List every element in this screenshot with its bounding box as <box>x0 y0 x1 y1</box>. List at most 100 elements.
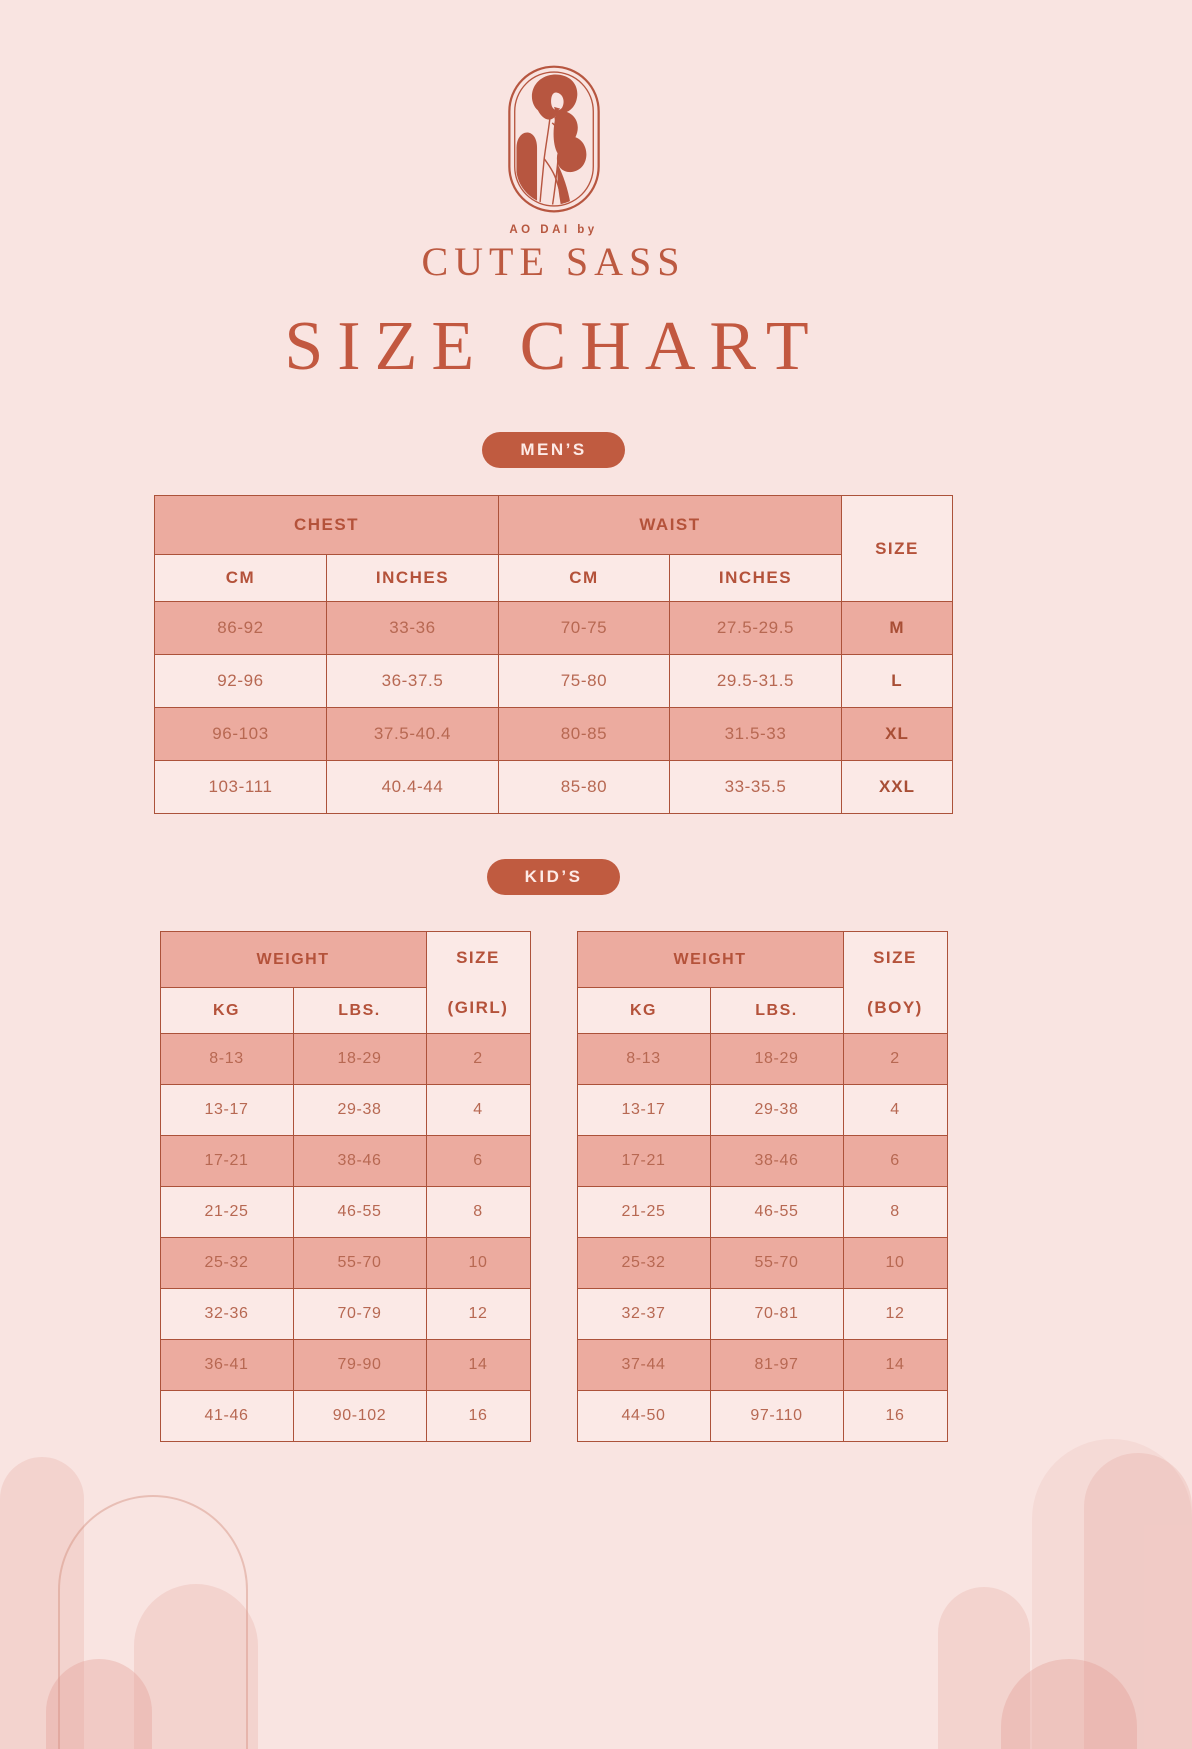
table-cell: 33-35.5 <box>669 760 842 814</box>
table-cell: 38-46 <box>292 1135 427 1187</box>
table-cell: 97-110 <box>709 1390 844 1442</box>
table-cell: 21-25 <box>159 1186 294 1238</box>
boys-lbs-header: LBS. <box>709 987 844 1034</box>
table-row: 36-41 79-90 14 <box>159 1339 531 1391</box>
table-cell: 13-17 <box>159 1084 294 1136</box>
boys-size-table: WEIGHT SIZE (BOY) KG LBS. 8-13 18-29 2 13-1… <box>576 931 948 1442</box>
table-row: 32-36 70-79 12 <box>159 1288 531 1340</box>
table-cell: 44-50 <box>576 1390 711 1442</box>
mens-badge: MEN’S <box>482 432 625 468</box>
table-cell: 40.4-44 <box>326 760 499 814</box>
girls-kg-header: KG <box>159 987 294 1034</box>
boys-weight-header: WEIGHT <box>576 931 844 988</box>
table-cell: 38-46 <box>709 1135 844 1187</box>
table-cell: 29.5-31.5 <box>669 654 842 708</box>
table-cell: 46-55 <box>709 1186 844 1238</box>
boys-kg-header: KG <box>576 987 711 1034</box>
table-row: 103-111 40.4-44 85-80 33-35.5 XXL <box>154 760 953 814</box>
table-cell: 96-103 <box>154 707 327 761</box>
table-cell: 32-37 <box>576 1288 711 1340</box>
boys-size-header: SIZE (BOY) <box>842 931 948 1034</box>
table-cell: 17-21 <box>159 1135 294 1187</box>
chest-inches-header: INCHES <box>326 554 499 602</box>
table-row: 8-13 18-29 2 <box>159 1033 531 1085</box>
table-cell: 8-13 <box>159 1033 294 1085</box>
table-row: 86-92 33-36 70-75 27.5-29.5 M <box>154 601 953 655</box>
table-cell: 4 <box>425 1084 531 1136</box>
table-row: 25-32 55-70 10 <box>159 1237 531 1289</box>
table-cell: 79-90 <box>292 1339 427 1391</box>
table-cell: 85-80 <box>498 760 670 814</box>
mens-size-table: CHEST WAIST SIZE CM INCHES CM INCHES 86-… <box>154 495 953 814</box>
table-cell: 81-97 <box>709 1339 844 1391</box>
table-row: 17-21 38-46 6 <box>576 1135 948 1187</box>
table-cell: 17-21 <box>576 1135 711 1187</box>
table-row: 92-96 36-37.5 75-80 29.5-31.5 L <box>154 654 953 708</box>
table-cell: 33-36 <box>326 601 499 655</box>
table-cell: 29-38 <box>292 1084 427 1136</box>
waist-inches-header: INCHES <box>669 554 842 602</box>
table-cell: 55-70 <box>709 1237 844 1289</box>
table-row: 96-103 37.5-40.4 80-85 31.5-33 XL <box>154 707 953 761</box>
waist-column-header: WAIST <box>498 495 842 555</box>
table-cell: 32-36 <box>159 1288 294 1340</box>
table-cell: 37.5-40.4 <box>326 707 499 761</box>
boys-table-body: 8-13 18-29 2 13-17 29-38 4 17-21 38-46 6 21-25 46-… <box>576 1033 948 1442</box>
table-cell: XXL <box>841 760 953 814</box>
table-cell: 14 <box>842 1339 948 1391</box>
table-cell: 70-79 <box>292 1288 427 1340</box>
table-cell: 8-13 <box>576 1033 711 1085</box>
kids-tables: WEIGHT SIZE (GIRL) KG LBS. 8-13 18-29 2 13-… <box>0 931 1107 1442</box>
table-cell: 70-75 <box>498 601 670 655</box>
table-row: 41-46 90-102 16 <box>159 1390 531 1442</box>
size-column-header: SIZE <box>841 495 953 602</box>
girls-size-sub: (GIRL) <box>447 997 509 1017</box>
chest-cm-header: CM <box>154 554 327 602</box>
table-cell: L <box>841 654 953 708</box>
table-cell: 2 <box>425 1033 531 1085</box>
table-cell: M <box>841 601 953 655</box>
table-row: 17-21 38-46 6 <box>159 1135 531 1187</box>
table-cell: 18-29 <box>709 1033 844 1085</box>
waist-cm-header: CM <box>498 554 670 602</box>
table-row: 13-17 29-38 4 <box>576 1084 948 1136</box>
table-cell: 10 <box>842 1237 948 1289</box>
table-cell: 2 <box>842 1033 948 1085</box>
table-row: 13-17 29-38 4 <box>159 1084 531 1136</box>
table-cell: 55-70 <box>292 1237 427 1289</box>
table-row: 21-25 46-55 8 <box>159 1186 531 1238</box>
table-cell: 46-55 <box>292 1186 427 1238</box>
table-cell: 4 <box>842 1084 948 1136</box>
table-cell: 25-32 <box>576 1237 711 1289</box>
table-cell: 13-17 <box>576 1084 711 1136</box>
table-cell: 12 <box>842 1288 948 1340</box>
table-cell: 70-81 <box>709 1288 844 1340</box>
table-cell: 29-38 <box>709 1084 844 1136</box>
table-cell: 31.5-33 <box>669 707 842 761</box>
ao-dai-woman-logo-icon <box>507 65 600 213</box>
table-cell: 75-80 <box>498 654 670 708</box>
table-cell: 8 <box>425 1186 531 1238</box>
table-cell: 36-37.5 <box>326 654 499 708</box>
girls-size-label: SIZE <box>456 947 500 967</box>
boys-size-label: SIZE <box>873 947 917 967</box>
table-cell: 10 <box>425 1237 531 1289</box>
table-cell: 6 <box>425 1135 531 1187</box>
table-cell: 12 <box>425 1288 531 1340</box>
table-cell: 21-25 <box>576 1186 711 1238</box>
girls-lbs-header: LBS. <box>292 987 427 1034</box>
table-row: 37-44 81-97 14 <box>576 1339 948 1391</box>
table-cell: 103-111 <box>154 760 327 814</box>
table-cell: 16 <box>842 1390 948 1442</box>
table-cell: 18-29 <box>292 1033 427 1085</box>
table-cell: 92-96 <box>154 654 327 708</box>
table-row: 32-37 70-81 12 <box>576 1288 948 1340</box>
table-cell: 25-32 <box>159 1237 294 1289</box>
decor-arch <box>134 1584 258 1749</box>
girls-weight-header: WEIGHT <box>159 931 427 988</box>
chest-column-header: CHEST <box>154 495 499 555</box>
table-cell: 6 <box>842 1135 948 1187</box>
mens-table-body: 86-92 33-36 70-75 27.5-29.5 M 92-96 36-37.5 75-… <box>154 601 953 814</box>
brand-tagline: AO DAI by <box>509 224 598 236</box>
table-cell: 41-46 <box>159 1390 294 1442</box>
